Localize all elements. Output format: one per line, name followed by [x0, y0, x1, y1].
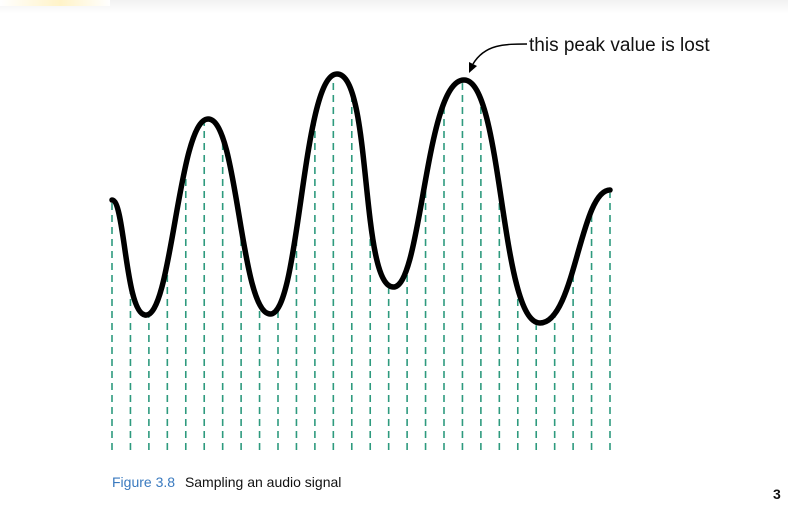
peak-lost-annotation: this peak value is lost — [529, 35, 710, 56]
annotation-arrow-line — [472, 43, 528, 65]
top-page-edge — [0, 0, 788, 14]
sample-lines — [111, 78, 611, 450]
page-number: 3 — [773, 486, 781, 502]
figure-number-label: Figure 3.8 — [112, 474, 176, 490]
figure-caption: Figure 3.8 Sampling an audio signal — [112, 474, 341, 490]
audio-sampling-diagram: this peak value is lost — [109, 35, 710, 450]
annotation-arrowhead — [469, 62, 477, 73]
figure-caption-text: Sampling an audio signal — [184, 474, 342, 490]
top-edge-accent — [0, 0, 110, 6]
audio-signal-curve — [109, 71, 613, 326]
